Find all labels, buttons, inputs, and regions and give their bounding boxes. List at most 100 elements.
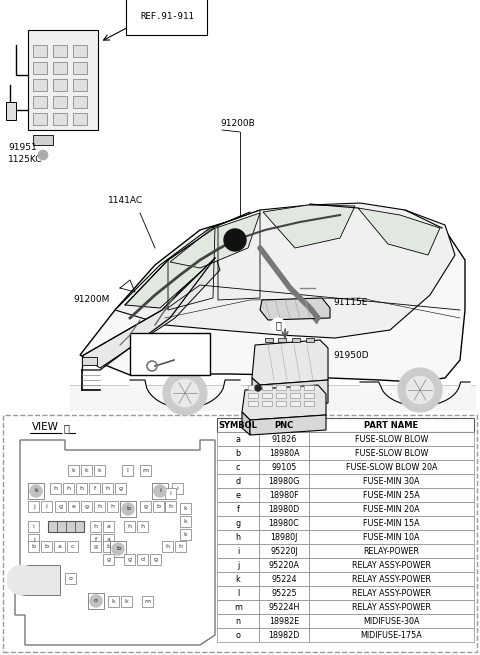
Text: RELAY ASSY-POWER: RELAY ASSY-POWER	[352, 574, 431, 584]
FancyBboxPatch shape	[248, 385, 258, 390]
Text: k: k	[184, 519, 187, 524]
FancyBboxPatch shape	[55, 501, 66, 512]
Text: g: g	[128, 557, 132, 562]
Text: h: h	[179, 544, 182, 549]
FancyBboxPatch shape	[76, 483, 87, 494]
Text: a: a	[58, 544, 61, 549]
FancyBboxPatch shape	[309, 614, 474, 628]
FancyBboxPatch shape	[28, 483, 44, 499]
FancyBboxPatch shape	[120, 501, 136, 517]
FancyBboxPatch shape	[259, 586, 309, 600]
FancyBboxPatch shape	[259, 502, 309, 516]
FancyBboxPatch shape	[217, 502, 259, 516]
FancyBboxPatch shape	[278, 338, 286, 342]
FancyBboxPatch shape	[309, 628, 474, 642]
FancyBboxPatch shape	[259, 446, 309, 460]
Text: f: f	[94, 486, 96, 491]
FancyBboxPatch shape	[73, 62, 87, 74]
Text: j: j	[237, 561, 239, 569]
FancyBboxPatch shape	[50, 483, 61, 494]
Text: b: b	[116, 546, 120, 552]
Text: i: i	[177, 486, 179, 491]
Circle shape	[154, 485, 166, 497]
FancyBboxPatch shape	[265, 338, 273, 342]
FancyBboxPatch shape	[53, 62, 67, 74]
Circle shape	[271, 318, 285, 332]
Text: h: h	[166, 544, 169, 549]
FancyBboxPatch shape	[81, 465, 92, 476]
FancyBboxPatch shape	[259, 530, 309, 544]
Text: g: g	[84, 504, 88, 509]
Text: k: k	[125, 599, 128, 604]
FancyBboxPatch shape	[180, 503, 191, 514]
FancyBboxPatch shape	[53, 113, 67, 125]
FancyBboxPatch shape	[217, 530, 259, 544]
Text: m: m	[234, 603, 242, 612]
Text: o: o	[94, 599, 98, 603]
Text: SYMBOL: SYMBOL	[218, 421, 257, 430]
FancyBboxPatch shape	[103, 521, 114, 532]
Text: g: g	[107, 557, 110, 562]
Text: 18980C: 18980C	[269, 519, 300, 527]
FancyBboxPatch shape	[115, 483, 126, 494]
Circle shape	[122, 503, 134, 515]
FancyBboxPatch shape	[309, 600, 474, 614]
FancyBboxPatch shape	[309, 460, 474, 474]
FancyBboxPatch shape	[33, 79, 47, 91]
FancyBboxPatch shape	[248, 393, 258, 398]
Text: i: i	[33, 524, 35, 529]
Text: c: c	[236, 462, 240, 472]
FancyBboxPatch shape	[217, 460, 259, 474]
Text: h: h	[94, 524, 97, 529]
FancyBboxPatch shape	[68, 465, 79, 476]
Text: k: k	[97, 468, 101, 473]
Text: 95224H: 95224H	[268, 603, 300, 612]
Text: h: h	[80, 486, 84, 491]
Polygon shape	[358, 208, 440, 255]
Text: h: h	[168, 504, 172, 509]
Text: PART NAME: PART NAME	[364, 421, 419, 430]
Text: f: f	[95, 537, 96, 542]
Polygon shape	[15, 440, 215, 645]
Text: h: h	[236, 533, 240, 542]
FancyBboxPatch shape	[248, 401, 258, 406]
FancyBboxPatch shape	[28, 534, 39, 545]
Text: b: b	[156, 504, 160, 509]
FancyBboxPatch shape	[309, 572, 474, 586]
Text: Ⓐ: Ⓐ	[275, 320, 281, 330]
Text: 91952B: 91952B	[265, 371, 300, 380]
FancyBboxPatch shape	[63, 483, 74, 494]
Circle shape	[224, 229, 246, 251]
FancyBboxPatch shape	[102, 483, 113, 494]
Polygon shape	[22, 565, 60, 595]
Polygon shape	[125, 228, 215, 308]
FancyBboxPatch shape	[309, 516, 474, 530]
FancyBboxPatch shape	[306, 338, 314, 342]
Circle shape	[112, 543, 124, 555]
FancyBboxPatch shape	[259, 544, 309, 558]
Text: MIDIFUSE-30A: MIDIFUSE-30A	[363, 616, 420, 626]
FancyBboxPatch shape	[68, 501, 79, 512]
Text: 18982D: 18982D	[268, 631, 300, 639]
FancyBboxPatch shape	[53, 45, 67, 57]
FancyBboxPatch shape	[217, 600, 259, 614]
Text: g: g	[94, 544, 97, 549]
Text: h: h	[128, 524, 132, 529]
FancyBboxPatch shape	[150, 554, 161, 565]
FancyBboxPatch shape	[124, 521, 135, 532]
Text: i: i	[169, 491, 171, 496]
Text: 99105: 99105	[271, 462, 297, 472]
FancyBboxPatch shape	[309, 544, 474, 558]
Text: g: g	[235, 519, 240, 527]
Text: 91115E: 91115E	[333, 298, 367, 307]
FancyBboxPatch shape	[217, 474, 259, 488]
Text: 18980D: 18980D	[268, 504, 300, 514]
Text: e: e	[236, 491, 240, 500]
FancyBboxPatch shape	[304, 385, 314, 390]
FancyBboxPatch shape	[3, 415, 477, 652]
FancyBboxPatch shape	[152, 483, 168, 499]
FancyBboxPatch shape	[73, 45, 87, 57]
FancyBboxPatch shape	[122, 465, 133, 476]
FancyBboxPatch shape	[259, 572, 309, 586]
FancyBboxPatch shape	[217, 446, 259, 460]
